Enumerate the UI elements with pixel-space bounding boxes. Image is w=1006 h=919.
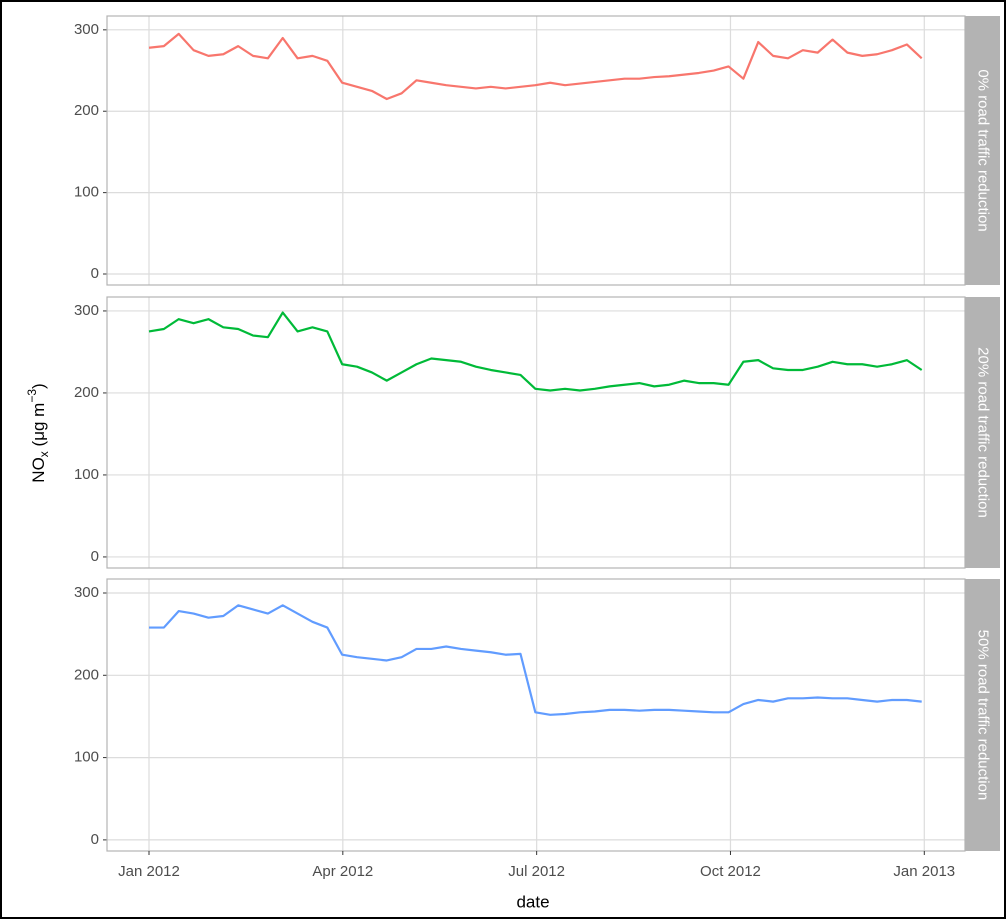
y-label-part: ) [29,383,48,389]
y-tick-label: 200 [74,384,99,401]
y-label-sub: x [37,451,51,457]
line [149,604,922,716]
x-axis-label: date [516,892,549,911]
y-tick-label: 100 [74,466,99,483]
strip-label: 0% road traffic reduction [975,69,992,231]
y-tick-label: 200 [74,102,99,119]
strip-label: 50% road traffic reduction [975,630,992,801]
y-label-part: (μg m [29,403,48,452]
x-tick-label: Jan 2012 [118,863,180,880]
strip [965,297,1000,568]
y-axis-label: NOx (μg m−3) [25,383,51,482]
strip-label: 20% road traffic reduction [975,347,992,518]
y-tick-label: 0 [91,548,99,565]
y-label-sup: −3 [25,389,39,403]
x-tick-label: Apr 2012 [312,863,373,880]
panel-background [107,579,965,851]
x-tick-label: Jan 2013 [893,863,955,880]
line [148,32,923,101]
y-tick-label: 0 [91,831,99,848]
x-tick-label: Oct 2012 [700,863,761,880]
panel-background [107,297,965,568]
y-tick-label: 200 [74,666,99,683]
panel-background [107,16,965,285]
y-tick-label: 300 [74,584,99,601]
y-tick-label: 300 [74,302,99,319]
y-tick-label: 100 [74,184,99,201]
y-tick-label: 300 [74,21,99,38]
y-tick-label: 0 [91,265,99,282]
x-tick-label: Jul 2012 [508,863,565,880]
y-tick-label: 100 [74,749,99,766]
line [148,311,923,392]
strip [965,579,1000,851]
y-label-part: NO [29,457,48,483]
strip [965,16,1000,285]
